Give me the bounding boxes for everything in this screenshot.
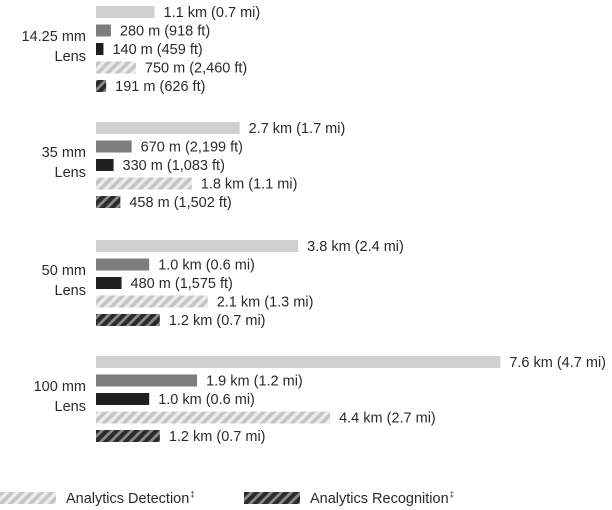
group-label-line: Lens bbox=[54, 283, 86, 299]
bars-layer: 1.1 km (0.7 mi) 280 m (918 ft) 140 m (459 … bbox=[96, 5, 606, 445]
bar-identification bbox=[96, 159, 114, 171]
legend-swatch-analytics-detection bbox=[0, 492, 56, 504]
group-label-line: 100 mm bbox=[33, 379, 86, 395]
legend-item-analytics-detection: Analytics Detection‡ bbox=[0, 488, 195, 508]
bar-value-label: 1.8 km (1.1 mi) bbox=[201, 177, 298, 193]
legend-label-analytics-detection: Analytics Detection‡ bbox=[66, 489, 195, 507]
bar-detection bbox=[96, 240, 299, 252]
bar-value-label: 1.0 km (0.6 mi) bbox=[158, 392, 255, 408]
bar-value-label: 2.7 km (1.7 mi) bbox=[249, 121, 346, 137]
bar-value-label: 670 m (2,199 ft) bbox=[141, 140, 243, 156]
bar-detection bbox=[96, 122, 240, 134]
bar-value-label: 2.1 km (1.3 mi) bbox=[217, 295, 314, 311]
legend-item-analytics-recognition: Analytics Recognition‡ bbox=[244, 488, 454, 508]
legend: Analytics Detection‡ Analytics Recogniti… bbox=[0, 488, 612, 508]
bar-identification bbox=[96, 277, 122, 289]
bar-analytics-recognition bbox=[96, 80, 107, 92]
bar-recognition bbox=[96, 258, 150, 271]
bar-value-label: 1.0 km (0.6 mi) bbox=[158, 258, 255, 274]
bar-analytics-recognition bbox=[96, 430, 160, 442]
bar-analytics-recognition bbox=[96, 314, 160, 326]
bar-analytics-detection bbox=[96, 61, 136, 74]
group-label: 14.25 mm Lens bbox=[0, 27, 86, 67]
bar-value-label: 1.9 km (1.2 mi) bbox=[206, 374, 303, 390]
bar-analytics-detection bbox=[96, 295, 208, 308]
bar-value-label: 1.2 km (0.7 mi) bbox=[169, 429, 266, 445]
group-label-line: Lens bbox=[54, 165, 86, 181]
group-label-line: Lens bbox=[54, 399, 86, 415]
bar-detection bbox=[96, 6, 155, 18]
bar-value-label: 480 m (1,575 ft) bbox=[131, 276, 233, 292]
bar-value-label: 458 m (1,502 ft) bbox=[129, 195, 231, 211]
bar-value-label: 280 m (918 ft) bbox=[120, 24, 210, 40]
bar-value-label: 3.8 km (2.4 mi) bbox=[307, 239, 404, 255]
bar-value-label: 1.1 km (0.7 mi) bbox=[164, 5, 261, 21]
bar-value-label: 191 m (626 ft) bbox=[115, 79, 205, 95]
bar-value-label: 330 m (1,083 ft) bbox=[123, 158, 225, 174]
bar-analytics-detection bbox=[96, 177, 192, 190]
bar-identification bbox=[96, 393, 150, 405]
group-label-line: 14.25 mm bbox=[21, 29, 86, 45]
bar-analytics-recognition bbox=[96, 196, 121, 208]
bar-value-label: 4.4 km (2.7 mi) bbox=[339, 411, 436, 427]
bar-recognition bbox=[96, 140, 132, 153]
group-label: 35 mm Lens bbox=[0, 143, 86, 183]
group-label: 100 mm Lens bbox=[0, 377, 86, 417]
bar-recognition bbox=[96, 24, 111, 37]
legend-label-analytics-recognition: Analytics Recognition‡ bbox=[310, 489, 455, 507]
group-label-line: 35 mm bbox=[41, 145, 86, 161]
bar-value-label: 750 m (2,460 ft) bbox=[145, 61, 247, 77]
bar-value-label: 1.2 km (0.7 mi) bbox=[169, 313, 266, 329]
bar-recognition bbox=[96, 374, 198, 387]
group-label-line: 50 mm bbox=[41, 263, 86, 279]
bar-value-label: 7.6 km (4.7 mi) bbox=[509, 355, 606, 371]
bar-detection bbox=[96, 356, 501, 368]
group-label-line: Lens bbox=[54, 49, 86, 65]
bar-value-label: 140 m (459 ft) bbox=[112, 42, 202, 58]
bar-analytics-detection bbox=[96, 411, 331, 424]
legend-swatch-analytics-recognition bbox=[244, 492, 300, 504]
group-label: 50 mm Lens bbox=[0, 261, 86, 301]
bar-identification bbox=[96, 43, 104, 55]
